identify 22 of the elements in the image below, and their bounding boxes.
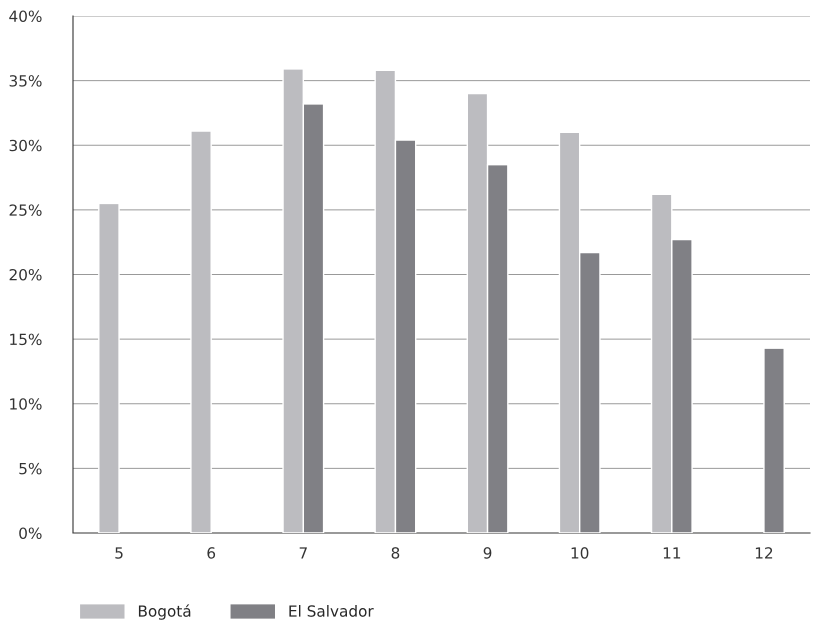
- y-tick-label: 5%: [19, 462, 42, 474]
- x-tick-label: 6: [207, 547, 216, 559]
- y-tick-label: 15%: [10, 334, 42, 346]
- y-tick-label: 35%: [10, 75, 42, 87]
- legend-label: El Salvador: [289, 604, 374, 617]
- bar: [98, 202, 120, 533]
- x-tick-label: 7: [300, 547, 307, 558]
- legend-label: Bogotá: [138, 604, 190, 620]
- y-tick-label: 40%: [9, 10, 42, 22]
- y-tick-label: 10%: [10, 398, 42, 410]
- x-tick-label: 5: [115, 547, 123, 559]
- y-tick-label: 20%: [10, 268, 42, 281]
- x-tick-label: 10: [572, 547, 588, 559]
- bar: [763, 347, 785, 533]
- y-tick-label: 25%: [10, 204, 42, 216]
- y-tick-label: 30%: [10, 140, 42, 152]
- y-tick-label: 0%: [19, 527, 42, 540]
- x-tick-label: 11: [664, 547, 680, 558]
- x-tick-label: 9: [484, 547, 492, 559]
- x-tick-label: 8: [392, 547, 400, 559]
- x-tick-label: 12: [756, 547, 772, 558]
- bar: [190, 130, 212, 533]
